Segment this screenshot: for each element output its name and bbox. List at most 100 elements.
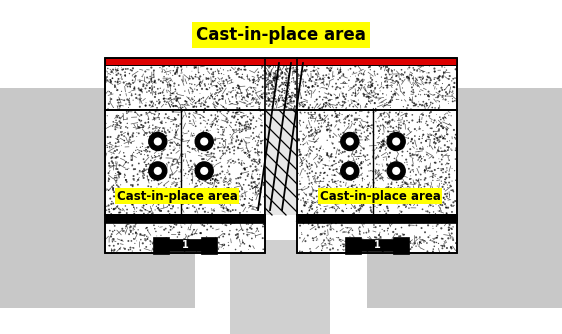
Point bbox=[433, 189, 442, 194]
Point bbox=[252, 205, 261, 211]
Point bbox=[415, 134, 424, 139]
Point bbox=[350, 117, 359, 123]
Point bbox=[262, 78, 271, 83]
Point bbox=[214, 246, 223, 252]
Point bbox=[213, 88, 222, 93]
Point bbox=[113, 80, 122, 85]
Point bbox=[304, 116, 313, 121]
Point bbox=[312, 194, 321, 199]
Point bbox=[351, 205, 360, 210]
Point bbox=[291, 92, 300, 98]
Point bbox=[383, 134, 392, 140]
Point bbox=[443, 91, 452, 97]
Point bbox=[256, 113, 265, 118]
Point bbox=[305, 133, 314, 138]
Point bbox=[308, 235, 317, 241]
Point bbox=[278, 87, 287, 92]
Point bbox=[142, 130, 151, 136]
Point bbox=[114, 104, 123, 109]
Point bbox=[148, 104, 157, 109]
Point bbox=[415, 75, 424, 80]
Point bbox=[415, 240, 424, 245]
Point bbox=[115, 123, 124, 128]
Point bbox=[383, 163, 392, 168]
Point bbox=[141, 207, 150, 212]
Point bbox=[384, 70, 393, 75]
Point bbox=[298, 104, 307, 109]
Point bbox=[392, 114, 401, 119]
Point bbox=[251, 124, 260, 130]
Point bbox=[128, 77, 137, 83]
Point bbox=[138, 208, 147, 213]
Point bbox=[279, 98, 288, 103]
Point bbox=[137, 148, 146, 154]
Point bbox=[130, 110, 139, 115]
Point bbox=[338, 160, 347, 165]
Point bbox=[247, 118, 256, 123]
Point bbox=[279, 64, 288, 69]
Point bbox=[128, 163, 137, 169]
Point bbox=[297, 208, 306, 214]
Point bbox=[139, 123, 148, 129]
Point bbox=[450, 85, 459, 90]
Point bbox=[417, 240, 426, 246]
Point bbox=[120, 154, 129, 159]
Point bbox=[293, 103, 302, 108]
Point bbox=[386, 100, 395, 105]
Bar bbox=[265, 110, 297, 215]
Point bbox=[104, 187, 113, 193]
Point bbox=[219, 67, 228, 72]
Point bbox=[281, 104, 290, 109]
Point bbox=[448, 89, 457, 94]
Point bbox=[357, 161, 366, 166]
Point bbox=[259, 222, 268, 227]
Point bbox=[232, 120, 241, 125]
Point bbox=[147, 133, 156, 139]
Point bbox=[336, 139, 345, 144]
Point bbox=[404, 243, 413, 248]
Point bbox=[196, 165, 205, 171]
Point bbox=[432, 86, 441, 92]
Point bbox=[204, 128, 213, 134]
Point bbox=[360, 221, 369, 226]
Point bbox=[348, 196, 357, 202]
Point bbox=[111, 180, 120, 186]
Point bbox=[381, 147, 390, 152]
Point bbox=[447, 219, 456, 225]
Point bbox=[388, 117, 397, 122]
Point bbox=[284, 62, 293, 67]
Point bbox=[185, 243, 194, 249]
Point bbox=[196, 104, 205, 109]
Point bbox=[188, 76, 197, 81]
Point bbox=[377, 65, 386, 70]
Point bbox=[260, 76, 269, 81]
Point bbox=[211, 184, 220, 189]
Point bbox=[210, 146, 219, 152]
Point bbox=[193, 87, 202, 93]
Point bbox=[147, 167, 156, 173]
Circle shape bbox=[341, 162, 359, 180]
Bar bbox=[105, 58, 457, 110]
Point bbox=[161, 188, 170, 194]
Point bbox=[162, 186, 171, 191]
Point bbox=[156, 240, 165, 245]
Point bbox=[203, 121, 212, 126]
Point bbox=[200, 143, 209, 149]
Point bbox=[115, 171, 124, 177]
Point bbox=[381, 120, 390, 125]
Point bbox=[373, 178, 382, 183]
Point bbox=[124, 238, 133, 243]
Point bbox=[212, 215, 221, 221]
Point bbox=[144, 183, 153, 189]
Point bbox=[302, 93, 311, 98]
Point bbox=[219, 246, 228, 252]
Point bbox=[194, 206, 203, 211]
Point bbox=[255, 158, 264, 164]
Point bbox=[210, 151, 219, 156]
Point bbox=[316, 116, 325, 121]
Point bbox=[237, 123, 246, 128]
Point bbox=[110, 223, 119, 228]
Point bbox=[343, 225, 352, 230]
Point bbox=[123, 192, 132, 197]
Point bbox=[413, 146, 422, 152]
